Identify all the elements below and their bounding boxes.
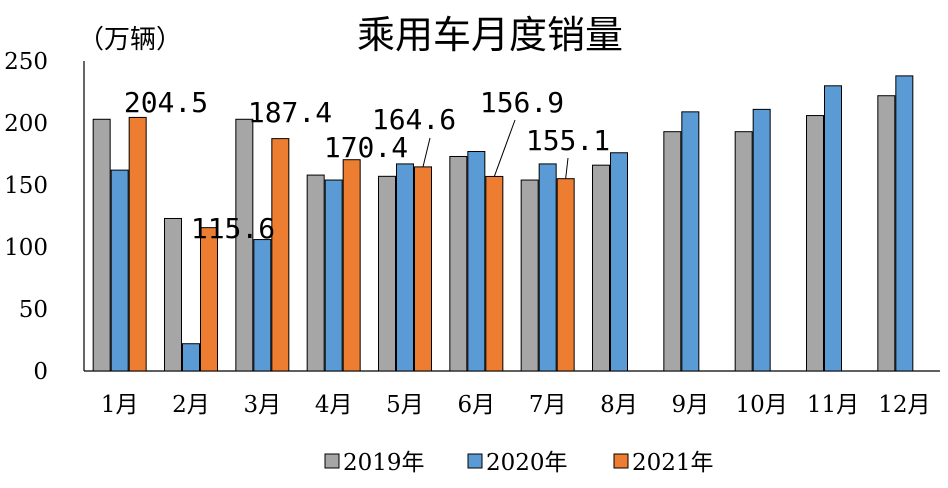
bar-2020年-1月 (110, 169, 129, 372)
data-label-2021: 164.6 (372, 103, 456, 136)
legend-swatch (324, 453, 340, 469)
bar-2021年-2月 (200, 227, 218, 372)
bar-marks (92, 75, 914, 372)
category-label: 5月 (386, 392, 424, 418)
category-label: 4月 (315, 392, 353, 418)
chart-title: 乘用车月度销量 (357, 13, 623, 57)
data-label-2021: 115.6 (191, 212, 275, 245)
legend-swatch (467, 453, 483, 469)
bar-2020年-9月 (681, 111, 700, 372)
bar-2020年-10月 (752, 108, 771, 372)
bar-2020年-11月 (824, 85, 842, 372)
bar-2021年-4月 (342, 159, 361, 372)
bar-2020年-6月 (467, 151, 486, 372)
data-label-2021: 155.1 (526, 124, 610, 157)
category-label: 3月 (244, 392, 282, 418)
bar-2021年-5月 (414, 166, 432, 372)
data-label-leader (422, 137, 431, 168)
category-label: 7月 (529, 392, 567, 418)
category-label: 9月 (672, 392, 710, 418)
category-label: 10月 (736, 392, 788, 418)
bar-2019年-5月 (378, 175, 396, 372)
data-label-2021: 204.5 (124, 86, 208, 119)
bar-2019年-12月 (877, 95, 896, 372)
data-label-2021: 156.9 (480, 86, 564, 119)
bar-2020年-5月 (396, 163, 414, 372)
bar-2021年-6月 (485, 175, 504, 372)
category-label: 11月 (807, 392, 859, 418)
category-label: 1月 (101, 392, 139, 418)
category-label: 12月 (878, 392, 930, 418)
y-tick-label: 100 (4, 235, 48, 261)
category-labels: 1月 2月 3月 4月 5月 6月 7月 8月 9月 10月 11月 12月 (101, 392, 931, 418)
bar-2021年-1月 (128, 116, 147, 372)
bar-2021年-3月 (271, 138, 290, 372)
data-label-leader (493, 119, 516, 177)
y-tick-label: 250 (4, 49, 48, 75)
bar-2019年-9月 (663, 131, 682, 372)
bar-2019年-1月 (92, 118, 111, 372)
bar-2020年-12月 (895, 75, 914, 372)
bar-2019年-11月 (806, 115, 824, 372)
y-tick-label: 50 (19, 297, 48, 323)
category-label: 8月 (600, 392, 638, 418)
legend-label: 2020年 (486, 450, 568, 476)
bar-2019年-4月 (306, 174, 325, 372)
bar-2019年-3月 (235, 118, 254, 372)
bar-2019年-8月 (592, 164, 610, 372)
bar-2020年-8月 (610, 152, 628, 372)
bar-2021年-7月 (556, 178, 575, 372)
legend: 2019年 2020年 2021年 (324, 450, 714, 476)
bar-2019年-10月 (734, 131, 753, 372)
category-label: 2月 (172, 392, 210, 418)
bar-2019年-2月 (164, 217, 182, 372)
y-tick-labels: 0 50 100 150 200 250 (4, 49, 48, 385)
legend-label: 2019年 (343, 450, 425, 476)
bar-2020年-3月 (253, 239, 272, 372)
data-label-leader (565, 157, 569, 179)
unit-label: （万辆） (78, 25, 182, 55)
bar-2019年-7月 (520, 179, 539, 372)
bar-2020年-7月 (538, 163, 557, 372)
bar-2019年-6月 (449, 155, 468, 372)
y-tick-label: 200 (4, 111, 48, 137)
y-tick-label: 150 (4, 173, 48, 199)
legend-swatch (613, 453, 629, 469)
legend-label: 2021年 (632, 450, 714, 476)
category-label: 6月 (458, 392, 496, 418)
bar-2020年-2月 (182, 343, 200, 372)
data-label-2021: 187.4 (248, 96, 332, 129)
y-tick-label: 0 (33, 359, 48, 385)
data-label-2021: 170.4 (324, 131, 408, 164)
bar-2020年-4月 (324, 179, 343, 372)
